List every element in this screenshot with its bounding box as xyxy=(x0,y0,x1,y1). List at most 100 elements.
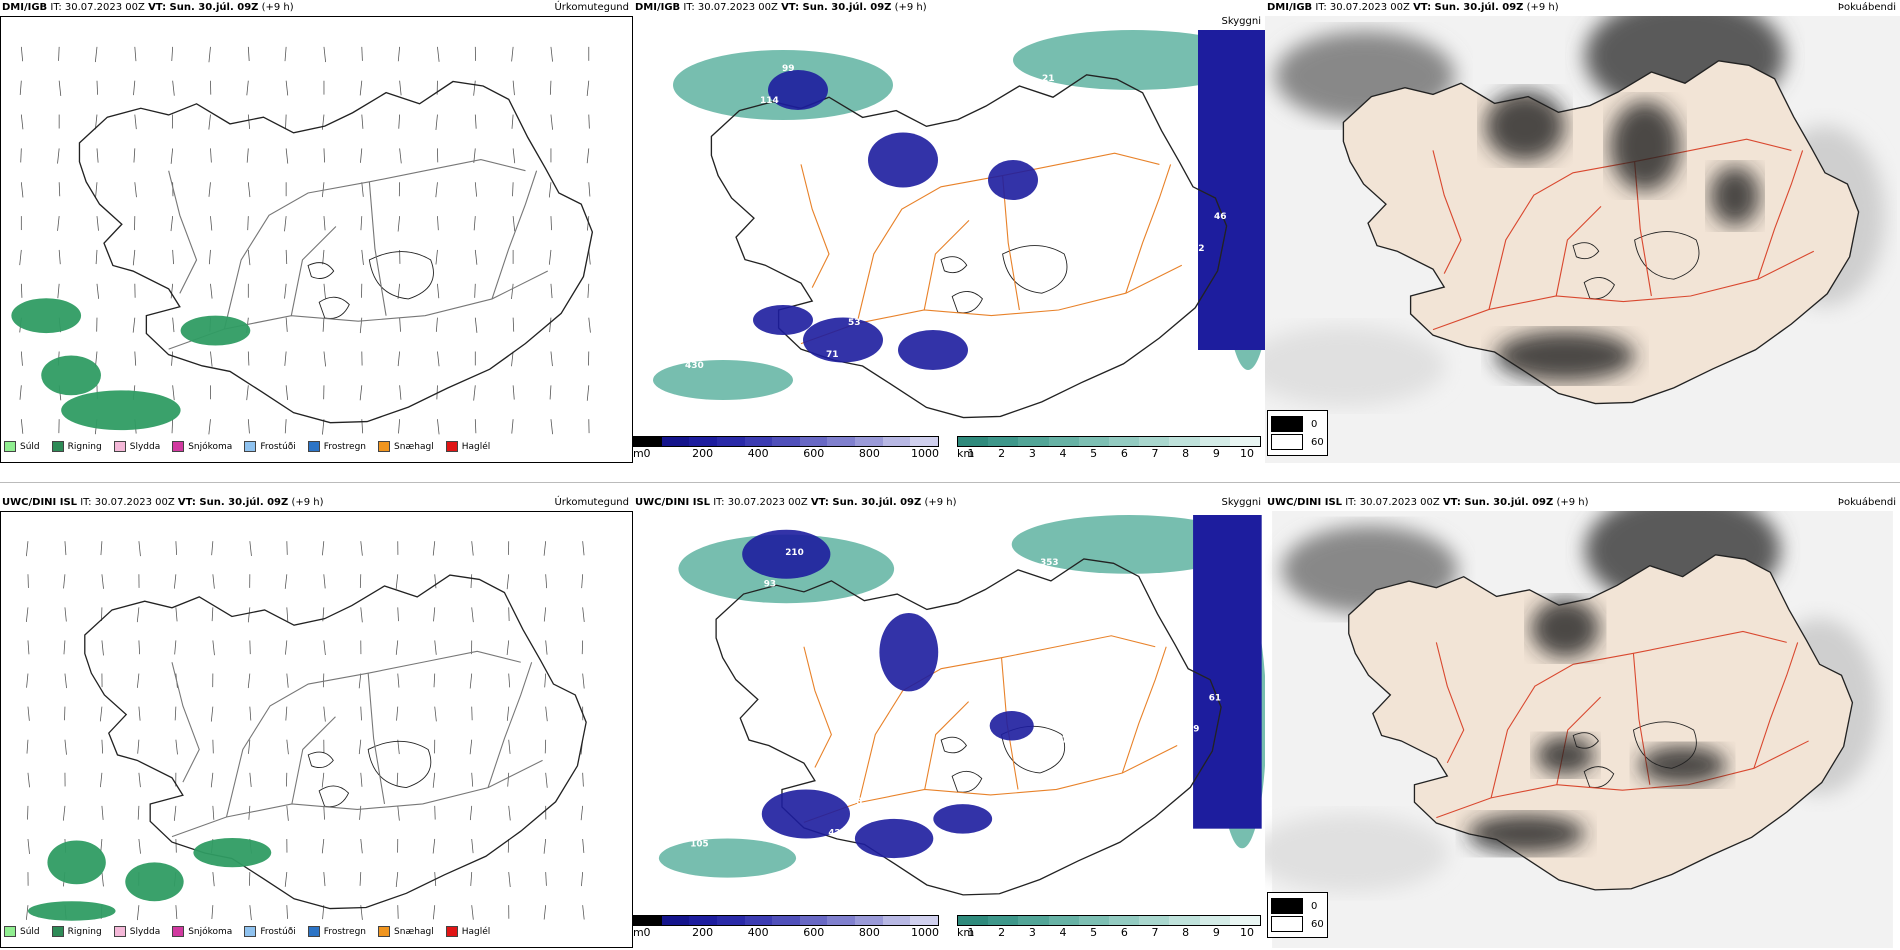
wind-barb xyxy=(323,351,327,367)
legend-label: Súld xyxy=(20,441,40,452)
low-ceiling-area xyxy=(988,160,1038,200)
wind-barb xyxy=(284,283,287,299)
wind-barb xyxy=(581,872,584,887)
fog-index-panel: UWC/DINI ISL IT: 30.07.2023 00Z VT: Sun.… xyxy=(1265,495,1900,950)
cloud-ceiling-map: 413 93 101 97 111 105 105 210 86 110 103 66 62 55 120 1… xyxy=(639,515,1265,911)
legend-label: Snjókoma xyxy=(188,441,233,452)
wind-barb xyxy=(211,905,214,920)
wind-barb xyxy=(20,114,24,130)
fog-index-map xyxy=(1265,16,1900,463)
wind-barb xyxy=(132,317,136,333)
wind-barb xyxy=(249,574,251,588)
wind-barb xyxy=(507,772,510,787)
wind-barb xyxy=(582,673,585,689)
wind-barb xyxy=(101,574,104,589)
colorbar-bin xyxy=(855,437,883,446)
wind-barb xyxy=(474,283,476,298)
colorbar-bin xyxy=(827,437,856,446)
colorbar-tick-label: 3 xyxy=(1028,926,1036,939)
legend-swatch xyxy=(4,926,16,937)
wind-barb xyxy=(588,419,590,434)
legend-item: Súld xyxy=(4,441,40,452)
ceiling-value-label: 96 xyxy=(1148,308,1161,318)
wind-barb xyxy=(247,46,250,61)
legend-swatch xyxy=(1271,916,1303,932)
wind-barb xyxy=(246,385,249,401)
wind-barb xyxy=(435,182,438,198)
wind-barb xyxy=(507,838,510,853)
wind-barb xyxy=(19,80,22,95)
wind-barb xyxy=(137,739,140,754)
ceiling-value-label: 114 xyxy=(760,96,779,106)
cloud-ceiling-colorbar: m 0 200 400 600 800 1000 xyxy=(633,436,939,461)
wind-barb xyxy=(249,905,252,921)
colorbar-ticks: km 1 2 3 4 5 6 7 8 9 10 xyxy=(957,447,1261,461)
wind-barb xyxy=(470,872,473,886)
wind-barb xyxy=(471,838,474,854)
wind-barb xyxy=(20,419,24,434)
wind-barb xyxy=(286,805,289,821)
ceiling-value-label: 71 xyxy=(826,350,839,360)
fog-dense-area xyxy=(1495,331,1635,381)
wind-barb xyxy=(508,673,511,688)
wind-barb xyxy=(285,80,289,96)
wind-barb xyxy=(132,249,136,266)
wind-barb xyxy=(512,80,515,96)
wind-barb xyxy=(172,80,175,96)
wind-barb xyxy=(208,419,211,435)
colorbar-tick-label: 1 xyxy=(967,926,975,939)
fog-dense-area xyxy=(1467,814,1585,854)
wind-barb xyxy=(64,772,66,787)
colorbar-tick-label: 600 xyxy=(803,447,825,460)
wind-barb xyxy=(63,574,66,589)
wind-barb xyxy=(508,607,510,622)
wind-barb xyxy=(359,805,362,820)
colorbar-tick-label: 9 xyxy=(1212,447,1220,460)
wind-barb xyxy=(138,706,141,721)
wind-barb xyxy=(134,216,136,231)
colorbar-tick-label: 3 xyxy=(1028,447,1036,460)
glacier-outline xyxy=(318,785,350,808)
wind-barb xyxy=(212,805,215,820)
wind-barb xyxy=(174,640,177,655)
colorbar-unit: km xyxy=(957,926,975,939)
wind-barb xyxy=(138,541,141,557)
colorbar-tick-label: 1000 xyxy=(911,926,939,939)
colorbar-bin xyxy=(1109,437,1140,446)
colorbar-tick-label: 5 xyxy=(1090,926,1098,939)
panel-header: UWC/DINI ISL IT: 30.07.2023 00Z VT: Sun.… xyxy=(2,497,324,508)
wind-barb xyxy=(25,607,29,622)
wind-barb xyxy=(174,706,177,721)
wind-barb xyxy=(543,905,547,920)
wind-barb xyxy=(399,317,401,332)
wind-barb xyxy=(101,640,104,656)
wind-barb xyxy=(285,148,289,164)
low-ceiling-area xyxy=(1198,30,1265,350)
wind-barb xyxy=(361,182,364,197)
colorbar-bin xyxy=(689,437,717,446)
wind-barb xyxy=(137,805,140,820)
wind-barb xyxy=(395,872,399,888)
wind-barb xyxy=(286,838,288,853)
legend-swatch xyxy=(445,926,458,937)
road-line xyxy=(290,226,337,316)
low-ceiling-area xyxy=(742,529,831,579)
wind-barb xyxy=(437,148,439,163)
wind-barb xyxy=(134,351,137,366)
wind-barb xyxy=(323,640,326,656)
low-ceiling-area xyxy=(761,789,850,839)
colorbar-unit: km xyxy=(957,447,975,460)
road-line xyxy=(291,716,336,805)
ceiling-value-label: 46 xyxy=(1020,106,1033,116)
wind-barb xyxy=(398,114,401,129)
ceiling-value-label: 788 xyxy=(676,180,695,190)
wind-barb xyxy=(27,706,30,721)
wind-barb xyxy=(586,148,590,164)
low-ceiling-area xyxy=(898,330,968,370)
wind-barb xyxy=(360,640,362,655)
legend-label: Frostúði xyxy=(260,441,296,452)
legend-item: Frostregn xyxy=(307,441,366,452)
colorbar-bin xyxy=(1109,916,1140,925)
wind-barb xyxy=(27,574,29,588)
fog-index-legend: 0 60 xyxy=(1267,892,1328,938)
